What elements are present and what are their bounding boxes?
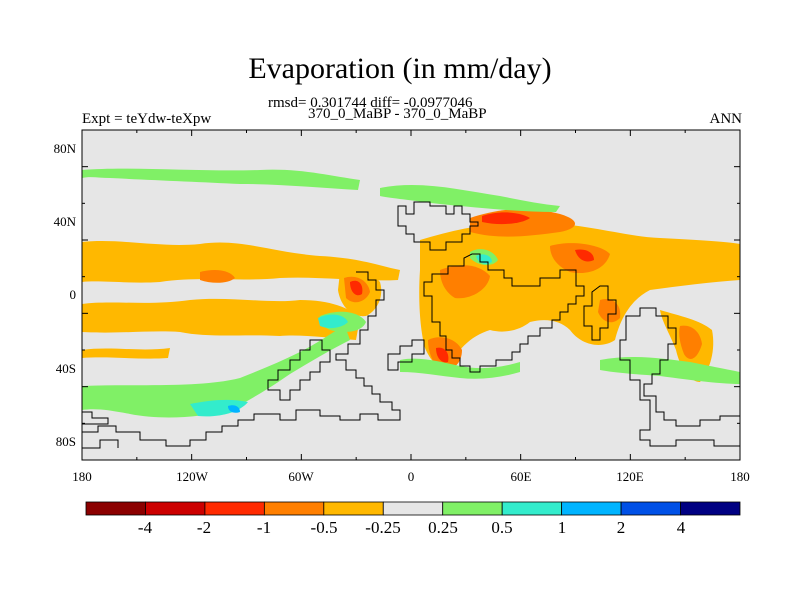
orange-band-south-pacific [82, 298, 360, 340]
colorbar-swatch [323, 501, 384, 516]
colorbar-swatch [85, 501, 146, 516]
colorbar-label: 0.5 [491, 518, 512, 537]
lon-label: 180 [730, 469, 750, 484]
colorbar-swatch [561, 501, 622, 516]
green-band-north-atlantic [380, 185, 560, 212]
colorbar-label: -0.25 [365, 518, 400, 537]
lon-label: 60E [511, 469, 532, 484]
patch-australia [679, 325, 702, 359]
red-core-atlantic [350, 280, 363, 296]
green-band-south-pacific [82, 326, 350, 418]
lon-label: 0 [408, 469, 415, 484]
lat-label: 80S [56, 434, 76, 449]
coast-europe-north [397, 201, 479, 251]
red-core-asia [575, 249, 594, 262]
orange-region-tropics-east [419, 222, 740, 371]
red-core-40n [482, 212, 530, 225]
orange-strip-south [82, 348, 170, 359]
colorbar-labels: -4 -2 -1 -0.5 -0.25 0.25 0.5 1 2 4 [138, 518, 686, 537]
lon-label: 120E [616, 469, 644, 484]
lat-label: 40N [54, 214, 77, 229]
coast-africa-asia [423, 253, 585, 373]
lon-label: 180 [72, 469, 92, 484]
patch-north-pacific [200, 270, 235, 283]
experiment-label: Expt = teYdw-teXpw [82, 111, 212, 127]
lon-label: 120W [176, 469, 209, 484]
green-band-south-atlantic [400, 358, 520, 379]
coast-south-america-antarctic [82, 271, 401, 447]
longitude-labels: 180 120W 60W 0 60E 120E 180 [72, 469, 750, 484]
colorbar-swatch [145, 501, 206, 516]
rmsd-diff-text: rmsd= 0.301744 diff= -0.0977046 [268, 95, 473, 111]
colorbar-swatch [442, 501, 503, 516]
green-band-north [82, 168, 360, 190]
colorbar-swatch [680, 501, 741, 516]
coast-small-land [387, 339, 425, 371]
colorbar-swatch [620, 501, 681, 516]
coast-antarctic-west [82, 439, 119, 449]
season-label: ANN [709, 111, 743, 127]
red-core-africa [436, 347, 449, 363]
patch-equator-a [440, 265, 490, 299]
cyan-patch-south [190, 399, 248, 417]
patch-indian [598, 298, 621, 323]
colorbar-label: -4 [138, 518, 153, 537]
colorbar-label: 4 [677, 518, 686, 537]
green-band-south-indian [600, 356, 740, 384]
red-core-areas [350, 212, 594, 363]
positive-anomaly-areas [82, 168, 740, 418]
colorbar-swatch [204, 501, 265, 516]
colorbar-swatch [501, 501, 563, 516]
lat-label: 80N [54, 141, 77, 156]
coast-southeast [619, 307, 740, 447]
coast-south-america-west [267, 339, 331, 401]
coast-west-edge [82, 411, 109, 425]
colorbar-label: 2 [617, 518, 626, 537]
period-label: 370_0_MaBP - 370_0_MaBP [308, 106, 487, 122]
lat-label: 0 [70, 287, 77, 302]
colorbar-swatch [382, 501, 444, 516]
lon-label: 60W [288, 469, 314, 484]
blue-patch-south [228, 405, 240, 413]
colorbar-swatch [263, 501, 325, 516]
colorbar-label: -0.5 [311, 518, 338, 537]
blue-areas [228, 405, 240, 413]
orange-band-north-pacific [82, 241, 400, 283]
colorbar-label: -2 [197, 518, 211, 537]
cyan-patch-tropical [318, 314, 348, 329]
colorbar-label: -1 [257, 518, 271, 537]
plot-title: Evaporation (in mm/day) [248, 52, 552, 85]
coast-indian-peninsula [583, 285, 617, 341]
colorbar-label: 1 [558, 518, 567, 537]
axis-ticks [81, 129, 741, 461]
colorbar [85, 501, 741, 516]
coastlines [82, 201, 740, 449]
map-field [82, 130, 740, 460]
colorbar-label: 0.25 [428, 518, 458, 537]
latitude-labels: 80N 40N 0 40S 80S [54, 141, 77, 449]
lat-label: 40S [56, 361, 76, 376]
